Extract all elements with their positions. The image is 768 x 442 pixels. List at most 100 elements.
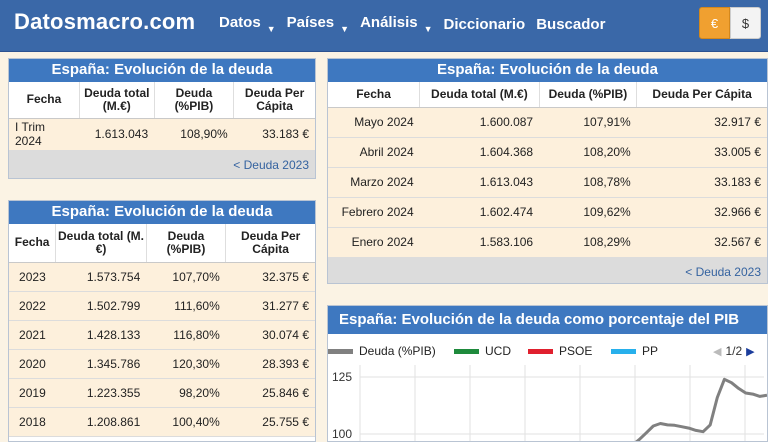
col-header: Deuda Per Cápita bbox=[225, 224, 315, 263]
nav-label: Datos bbox=[219, 14, 261, 31]
debt-quarter-panel: España: Evolución de la deuda Fecha Deud… bbox=[8, 58, 316, 179]
arrow-right-icon[interactable]: ▶ bbox=[746, 345, 755, 358]
legend-item-ucd[interactable]: UCD bbox=[454, 344, 511, 358]
cell-percapita: 33.183 € bbox=[636, 167, 767, 198]
cell-date: 2023 bbox=[9, 262, 56, 292]
main-nav: Datos ▼ Países ▼ Análisis ▼ Diccionario Bus… bbox=[219, 14, 616, 34]
y-tick-label: 100 bbox=[332, 427, 352, 441]
cell-date: Abril 2024 bbox=[328, 137, 420, 168]
nav-datos[interactable]: Datos ▼ bbox=[219, 14, 276, 34]
table-row: 2023 1.573.754 107,70% 32.375 € bbox=[9, 262, 315, 292]
col-header: Deuda (%PIB) bbox=[146, 224, 227, 263]
cell-percapita: 28.393 € bbox=[225, 349, 315, 379]
cell-percapita: 31.277 € bbox=[225, 291, 315, 321]
debt-quarter-table: Fecha Deuda total (M.€) Deuda (%PIB) Deu… bbox=[9, 82, 315, 178]
cell-pct: 107,70% bbox=[146, 262, 226, 292]
legend-swatch bbox=[454, 348, 479, 354]
legend-swatch bbox=[528, 348, 553, 354]
chevron-down-icon: ▼ bbox=[266, 24, 276, 34]
nav-label: Análisis bbox=[360, 14, 418, 31]
cell-total: 1.600.087 bbox=[419, 107, 540, 138]
cell-percapita: 32.917 € bbox=[636, 107, 767, 138]
cell-percapita: 33.005 € bbox=[636, 137, 767, 168]
legend-item-pp[interactable]: PP bbox=[611, 344, 658, 358]
cell-total: 1.604.368 bbox=[419, 137, 540, 168]
col-header: Fecha bbox=[9, 224, 57, 263]
footer-row: < Deuda 2023 bbox=[328, 257, 767, 283]
cell-percapita: 32.375 € bbox=[225, 262, 315, 292]
legend-swatch bbox=[611, 348, 636, 354]
cell-percapita: 33.183 € bbox=[233, 118, 315, 151]
panel-title: España: Evolución de la deuda bbox=[328, 59, 767, 82]
cell-pct: 116,80% bbox=[146, 320, 226, 350]
cell-pct: 111,60% bbox=[146, 291, 226, 321]
chevron-down-icon: ▼ bbox=[423, 24, 433, 34]
panel-title: España: Evolución de la deuda bbox=[9, 59, 315, 82]
line-chart: 125 100 bbox=[332, 365, 767, 441]
cell-total: 1.502.799 bbox=[55, 291, 147, 321]
debt-pib-chart-panel: España: Evolución de la deuda como porce… bbox=[327, 305, 768, 442]
cell-date: Febrero 2024 bbox=[328, 197, 420, 228]
arrow-left-icon[interactable]: ◀ bbox=[713, 345, 722, 358]
col-header: Deuda (%PIB) bbox=[154, 82, 235, 119]
cell-total: 1.208.861 bbox=[55, 407, 147, 437]
legend-item-psoe[interactable]: PSOE bbox=[528, 344, 592, 358]
cell-pct: 120,30% bbox=[146, 349, 226, 379]
chevron-down-icon: ▼ bbox=[340, 24, 350, 34]
debt-monthly-table: Fecha Deuda total (M.€) Deuda (%PIB) Deu… bbox=[328, 82, 767, 283]
chart-title: España: Evolución de la deuda como porce… bbox=[328, 306, 767, 334]
panel-title: España: Evolución de la deuda bbox=[9, 201, 315, 224]
table-row: I Trim 2024 1.613.043 108,90% 33.183 € bbox=[9, 118, 315, 151]
col-header: Deuda Per Cápita bbox=[233, 82, 315, 119]
footer-row: < Deuda 2023 bbox=[9, 150, 315, 178]
top-bar: Datosmacro.com Datos ▼ Países ▼ Análisis ▼ … bbox=[0, 0, 768, 52]
nav-analisis[interactable]: Análisis ▼ bbox=[360, 14, 432, 34]
table-row: 2022 1.502.799 111,60% 31.277 € bbox=[9, 291, 315, 321]
cell-total: 1.602.474 bbox=[419, 197, 540, 228]
table-row: Enero 2024 1.583.106 108,29% 32.567 € bbox=[328, 227, 767, 258]
previous-year-link[interactable]: < Deuda 2023 bbox=[328, 257, 767, 283]
nav-diccionario[interactable]: Diccionario bbox=[444, 16, 526, 33]
chart-legend: Deuda (%PIB) UCD PSOE PP ◀ 1/2 ▶ bbox=[328, 342, 767, 358]
cell-pct: 107,91% bbox=[539, 107, 637, 138]
table-row: 2018 1.208.861 100,40% 25.755 € bbox=[9, 407, 315, 437]
table-row: Febrero 2024 1.602.474 109,62% 32.966 € bbox=[328, 197, 767, 228]
currency-usd-button[interactable]: $ bbox=[730, 7, 761, 39]
cell-date: 2022 bbox=[9, 291, 56, 321]
nav-label: Países bbox=[286, 14, 335, 31]
legend-swatch bbox=[328, 348, 353, 354]
series-line-deuda bbox=[635, 377, 767, 441]
legend-item-deuda[interactable]: Deuda (%PIB) bbox=[328, 344, 436, 358]
cell-percapita: 25.755 € bbox=[225, 407, 315, 437]
cell-date: 2021 bbox=[9, 320, 56, 350]
cell-date: Mayo 2024 bbox=[328, 107, 420, 138]
chart-y-ticks: 125 100 bbox=[332, 370, 352, 441]
cell-total: 1.613.043 bbox=[79, 118, 155, 151]
cell-percapita: 32.567 € bbox=[636, 227, 767, 258]
cell-total: 1.223.355 bbox=[55, 378, 147, 408]
cell-pct: 108,29% bbox=[539, 227, 637, 258]
col-header: Deuda total (M.€) bbox=[79, 82, 155, 119]
col-header: Fecha bbox=[328, 82, 421, 108]
currency-eur-button[interactable]: € bbox=[699, 7, 730, 39]
pager-label: 1/2 bbox=[725, 344, 743, 358]
col-header: Deuda Per Cápita bbox=[636, 82, 767, 108]
nav-label: Buscador bbox=[536, 15, 606, 33]
chart-grid bbox=[359, 365, 764, 441]
nav-paises[interactable]: Países ▼ bbox=[287, 14, 349, 34]
cell-percapita: 30.074 € bbox=[225, 320, 315, 350]
nav-buscador[interactable]: Buscador bbox=[536, 16, 605, 33]
cell-date: 2020 bbox=[9, 349, 56, 379]
debt-annual-panel: España: Evolución de la deuda Fecha Deud… bbox=[8, 200, 316, 442]
debt-annual-table: Fecha Deuda total (M.€) Deuda (%PIB) Deu… bbox=[9, 224, 315, 437]
table-row: Mayo 2024 1.600.087 107,91% 32.917 € bbox=[328, 107, 767, 138]
previous-year-link[interactable]: < Deuda 2023 bbox=[9, 150, 315, 178]
table-row: 2021 1.428.133 116,80% 30.074 € bbox=[9, 320, 315, 350]
site-logo[interactable]: Datosmacro.com bbox=[14, 9, 196, 34]
cell-percapita: 25.846 € bbox=[225, 378, 315, 408]
cell-total: 1.345.786 bbox=[55, 349, 147, 379]
cell-pct: 108,20% bbox=[539, 137, 637, 168]
col-header: Deuda total (M.€) bbox=[419, 82, 540, 108]
cell-total: 1.573.754 bbox=[55, 262, 147, 292]
cell-date: 2018 bbox=[9, 407, 56, 437]
